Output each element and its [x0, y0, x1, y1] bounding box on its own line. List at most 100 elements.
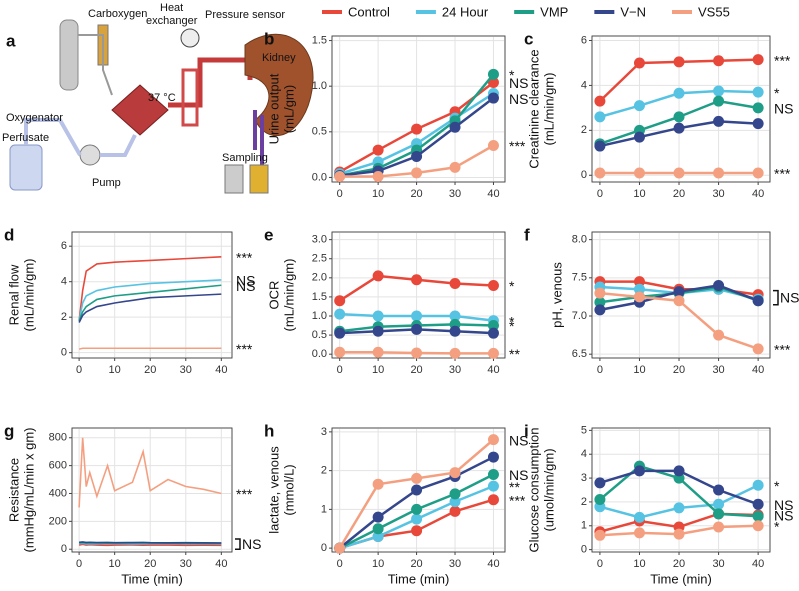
diagram-label: 37 °C [148, 92, 176, 104]
plot-border [591, 427, 771, 553]
data-point [372, 270, 384, 282]
y-tick-label: 0.0 [312, 171, 327, 183]
y-axis-label: (umol/min/gm) [541, 448, 556, 531]
data-point [594, 287, 606, 299]
y-tick-label: 0 [581, 544, 587, 556]
x-tick-label: 20 [673, 364, 685, 376]
y-tick-label: 0.5 [312, 126, 327, 138]
data-point [713, 85, 725, 97]
x-tick-label: 20 [410, 558, 422, 570]
gas-line [78, 34, 113, 96]
y-axis-label: Glucose consumption [526, 427, 541, 552]
y-axis-label: lactate, venous [266, 446, 281, 534]
y-tick-label: 800 [49, 432, 67, 444]
legend-label: V−N [620, 4, 646, 19]
y-tick-label: 1.0 [312, 310, 327, 322]
data-point [633, 167, 645, 179]
x-tick-label: 40 [752, 558, 764, 570]
bracket-label: NS [780, 289, 799, 305]
x-tick-label: 10 [633, 364, 645, 376]
y-tick-label: 1 [321, 503, 327, 515]
diagram-label: exchanger [146, 15, 198, 27]
data-point [334, 295, 346, 307]
bracket-label: NS [242, 536, 261, 552]
x-tick-label: 10 [633, 558, 645, 570]
y-tick-label: 3.0 [312, 234, 327, 246]
data-point [752, 479, 764, 491]
x-tick-label: 0 [337, 558, 343, 570]
data-point [411, 513, 423, 525]
y-tick-label: 5 [581, 424, 587, 436]
y-tick-label: 2 [61, 311, 67, 323]
x-tick-label: 40 [215, 558, 227, 570]
plot-border [71, 427, 233, 553]
x-tick-label: 10 [372, 364, 384, 376]
y-axis-label: (mmHg/mL/min x gm) [21, 428, 36, 553]
series-line [79, 541, 222, 544]
data-point [449, 467, 461, 479]
significance-label: NS [509, 467, 528, 483]
data-point [372, 531, 384, 542]
panel: 6.5 7.0 7.5 8.0 0 10 20 30 40 f pH, venous *** NS [524, 225, 799, 375]
significance-label: NS [236, 273, 255, 289]
data-point [411, 472, 423, 484]
data-point [372, 325, 384, 337]
data-point [713, 329, 725, 341]
data-point [594, 304, 606, 316]
significance-label: * [509, 278, 515, 294]
data-point [334, 542, 346, 554]
significance-label: *** [509, 138, 526, 154]
x-tick-label: 40 [487, 558, 499, 570]
data-point [752, 86, 764, 98]
gas-cylinder [59, 19, 79, 91]
data-point [449, 347, 461, 359]
diagram-label: Oxygenator [6, 112, 63, 124]
data-point [487, 92, 499, 104]
y-tick-label: 0 [581, 169, 587, 181]
y-tick-label: 0.5 [312, 329, 327, 341]
significance-label: NS [774, 508, 793, 524]
y-tick-label: 1.0 [312, 80, 327, 92]
data-point [449, 161, 461, 173]
data-point [633, 283, 645, 295]
y-axis-label: (mmol/L) [281, 464, 296, 515]
data-point [372, 511, 384, 523]
y-tick-label: 0 [61, 543, 67, 555]
x-tick-label: 0 [337, 188, 343, 200]
diagram-label: Sampling [222, 152, 268, 164]
x-tick-label: 40 [752, 188, 764, 200]
y-tick-label: 4 [581, 448, 587, 460]
data-point [411, 310, 423, 322]
significance-label: *** [236, 486, 253, 502]
data-point [372, 346, 384, 358]
data-point [487, 327, 499, 339]
y-axis-label: Urine output [266, 73, 281, 144]
x-tick-label: 20 [673, 558, 685, 570]
significance-label: NS [509, 91, 528, 107]
data-point [633, 276, 645, 288]
data-point [752, 343, 764, 355]
data-point [411, 525, 423, 537]
y-axis-label: OCR [266, 281, 281, 310]
sample-tube [224, 164, 244, 194]
y-tick-label: 6 [581, 34, 587, 46]
significance-label: * [509, 67, 515, 83]
panel-letter: h [264, 421, 274, 440]
y-tick-label: 2.0 [312, 272, 327, 284]
significance-label: *** [509, 492, 526, 508]
heat-exchanger [181, 68, 199, 127]
data-point [594, 111, 606, 123]
kidney [244, 33, 314, 137]
data-point [633, 57, 645, 69]
x-tick-label: 30 [449, 364, 461, 376]
data-point [334, 346, 346, 358]
significance-label: ** [509, 479, 520, 495]
data-point [411, 484, 423, 496]
y-tick-label: 1.5 [312, 291, 327, 303]
y-tick-label: 6.5 [572, 348, 587, 360]
oxygenator [111, 84, 169, 136]
data-point [372, 523, 384, 535]
data-point [752, 295, 764, 307]
sample-tube [249, 164, 269, 194]
